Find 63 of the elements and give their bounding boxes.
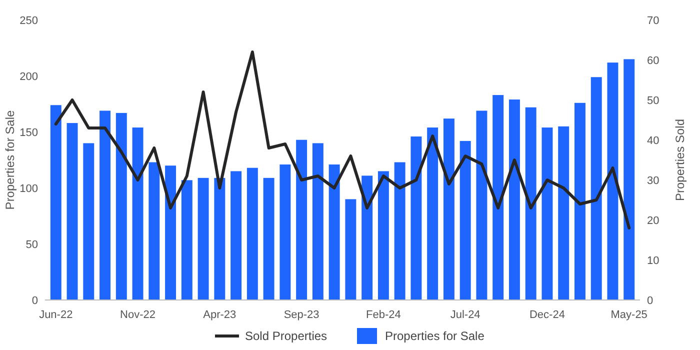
bar: [525, 107, 536, 300]
x-tick-label: Dec-24: [529, 309, 565, 321]
bar: [100, 110, 111, 300]
legend-label: Sold Properties: [245, 329, 328, 344]
bar: [83, 143, 94, 300]
bar: [345, 199, 356, 300]
y-tick-label: 0: [32, 294, 38, 307]
bar: [165, 166, 176, 300]
bar: [362, 176, 373, 300]
bar: [246, 168, 258, 300]
bar: [378, 171, 389, 300]
x-tick-label: May-25: [610, 309, 648, 321]
bar: [476, 110, 488, 300]
y-tick-label: 50: [26, 238, 38, 251]
bar: [66, 123, 78, 300]
y2-tick-label: 0: [647, 294, 654, 307]
bar: [116, 112, 127, 300]
x-tick-label: Jun-22: [39, 309, 73, 321]
bar: [214, 178, 226, 300]
bar: [558, 126, 570, 300]
legend-label: Properties for Sale: [385, 329, 485, 344]
bar: [492, 95, 504, 300]
bar: [574, 102, 586, 300]
y2-tick-label: 20: [647, 214, 660, 227]
bar: [427, 128, 438, 300]
x-tick-label: Sep-23: [284, 309, 320, 321]
bar: [132, 128, 144, 300]
bar: [148, 162, 160, 300]
bar: [624, 59, 635, 300]
y-tick-label: 150: [20, 126, 38, 139]
y-tick-label: 250: [20, 14, 38, 27]
bar: [296, 140, 308, 300]
bar: [312, 143, 324, 300]
x-tick-label: Feb-24: [366, 309, 401, 321]
bar: [607, 62, 618, 300]
y2-tick-label: 40: [647, 134, 660, 147]
bar: [280, 164, 291, 300]
y2-tick-label: 60: [647, 54, 660, 67]
x-tick-label: Jul-24: [450, 309, 480, 321]
bar: [443, 118, 454, 300]
y2-tick-label: 10: [647, 254, 660, 267]
bar: [198, 178, 209, 300]
bar: [50, 105, 62, 300]
y2-tick-label: 50: [647, 94, 660, 107]
bar: [410, 136, 422, 300]
y2-axis-title: Properties Sold: [673, 118, 687, 202]
bar: [590, 77, 602, 300]
bar: [460, 140, 471, 300]
y-tick-label: 100: [20, 182, 38, 195]
bar: [181, 180, 192, 300]
y2-tick-label: 30: [647, 174, 660, 187]
bar: [328, 164, 340, 300]
bar: [508, 100, 520, 300]
x-tick-label: Nov-22: [120, 309, 156, 321]
y-axis-title: Properties for Sale: [3, 110, 17, 210]
bar: [542, 128, 553, 300]
bar: [230, 171, 242, 300]
y-tick-label: 200: [20, 70, 38, 83]
bar: [394, 162, 406, 300]
bar: [263, 178, 274, 300]
x-tick-label: Apr-23: [203, 309, 236, 321]
y2-tick-label: 70: [647, 14, 660, 27]
line-series: [54, 50, 631, 230]
